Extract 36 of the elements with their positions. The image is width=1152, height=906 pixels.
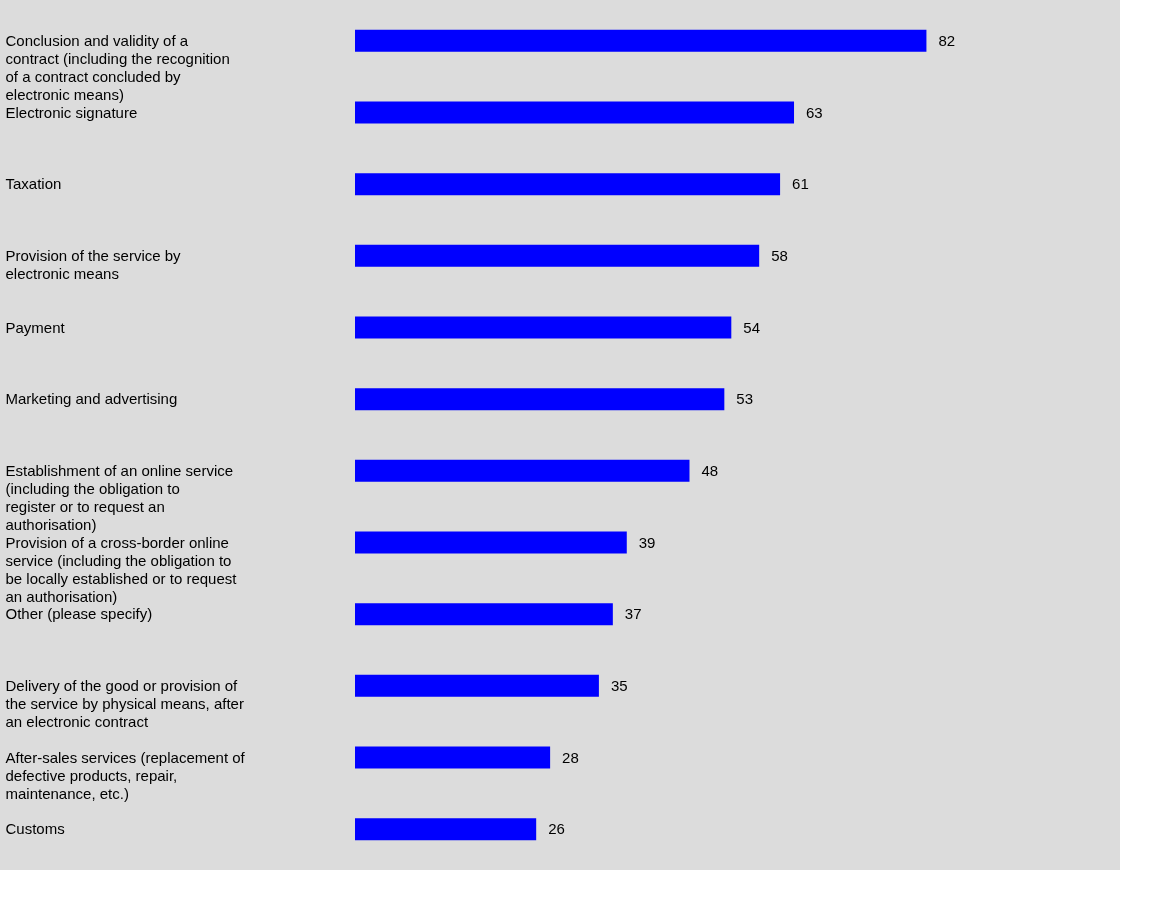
y-tick-label: Taxation [5,175,62,193]
bar [355,531,627,554]
bar [355,101,795,124]
data-label: 37 [624,605,642,623]
y-tick-label: Delivery of the good or provision of the service by physical means, after an electronic contract [5,676,244,730]
bar [355,746,551,769]
y-tick-label: Electronic signature [5,103,138,121]
bar [355,244,760,267]
y-tick-label: Marketing and advertising [5,390,178,408]
bar [355,388,725,411]
data-label: 28 [562,748,579,766]
data-label: 48 [701,461,719,479]
data-label: 61 [792,175,809,193]
data-label: 53 [736,390,754,408]
data-label: 63 [806,103,823,121]
data-label: 39 [638,533,656,551]
y-tick-label: Other (please specify) [5,605,153,623]
bar [355,459,690,482]
data-label: 54 [743,318,760,336]
bar [355,603,613,626]
y-tick-label: Provision of the service by electronic means [5,246,182,282]
y-tick-label: Establishment of an online service (including the obligation to register or to request an authorisation) [5,461,234,533]
y-tick-label: Conclusion and validity of a contract (including the recognition of a contract concluded by electronic means) [5,31,230,103]
y-tick-label: Payment [5,318,66,336]
data-label: 26 [548,820,565,838]
data-label: 82 [938,31,956,49]
bar [355,674,599,697]
bar [355,818,537,841]
bar [355,173,781,196]
y-tick-label: Customs [5,820,65,838]
data-label: 58 [771,246,788,264]
bar [355,29,927,52]
y-tick-label: Provision of a cross-border online service (including the obligation to be locally established or to request an authorisation) [5,533,238,605]
bar [355,316,732,339]
y-tick-label: After-sales services (replacement of defective products, repair, maintenance, etc.) [5,748,246,802]
data-label: 35 [610,676,628,694]
